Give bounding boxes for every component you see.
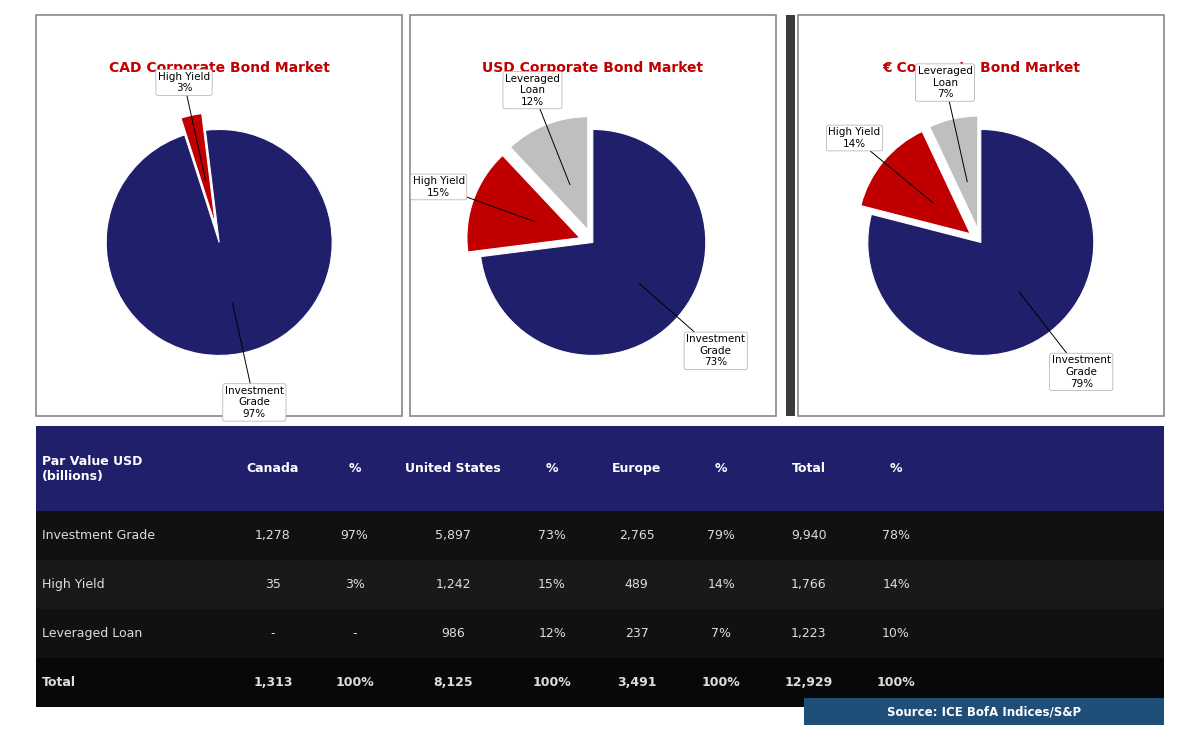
Text: 3,491: 3,491 (617, 676, 656, 689)
Wedge shape (860, 131, 971, 234)
Text: %: % (890, 462, 902, 475)
Text: High Yield
3%: High Yield 3% (158, 71, 210, 182)
Text: %: % (715, 462, 727, 475)
Text: CAD Corporate Bond Market: CAD Corporate Bond Market (109, 61, 330, 75)
Text: 100%: 100% (877, 676, 916, 689)
Text: 8,125: 8,125 (433, 676, 473, 689)
Text: Investment Grade: Investment Grade (42, 529, 155, 542)
Bar (36, 658, 1164, 707)
Text: 79%: 79% (707, 529, 736, 542)
Wedge shape (930, 116, 978, 229)
Text: -: - (271, 627, 275, 640)
Text: Leveraged Loan: Leveraged Loan (42, 627, 142, 640)
Wedge shape (107, 130, 332, 356)
Bar (36, 609, 1164, 658)
Text: 100%: 100% (533, 676, 571, 689)
Text: Source: ICE BofA Indices/S&P: Source: ICE BofA Indices/S&P (887, 705, 1081, 718)
Text: 986: 986 (442, 627, 466, 640)
Text: Canada: Canada (247, 462, 299, 475)
Text: 1,278: 1,278 (256, 529, 290, 542)
Text: Investment
Grade
79%: Investment Grade 79% (1019, 292, 1111, 389)
Text: 9,940: 9,940 (791, 529, 827, 542)
Text: 15%: 15% (538, 578, 566, 590)
Text: € Corporate Bond Market: € Corporate Bond Market (882, 61, 1080, 75)
Text: 73%: 73% (538, 529, 566, 542)
Text: 97%: 97% (341, 529, 368, 542)
Text: Europe: Europe (612, 462, 661, 475)
Text: 100%: 100% (335, 676, 374, 689)
Text: 78%: 78% (882, 529, 910, 542)
Text: USD Corporate Bond Market: USD Corporate Bond Market (482, 61, 703, 75)
Bar (36, 510, 1164, 560)
Text: 5,897: 5,897 (436, 529, 472, 542)
Text: 35: 35 (265, 578, 281, 590)
Text: 1,223: 1,223 (791, 627, 827, 640)
Text: 489: 489 (625, 578, 648, 590)
Text: -: - (353, 627, 356, 640)
Text: 12,929: 12,929 (785, 676, 833, 689)
Text: Total: Total (792, 462, 826, 475)
Text: 14%: 14% (707, 578, 736, 590)
Text: 1,242: 1,242 (436, 578, 472, 590)
Text: 12%: 12% (538, 627, 566, 640)
Text: 1,313: 1,313 (253, 676, 293, 689)
Text: %: % (546, 462, 558, 475)
Bar (36, 560, 1164, 609)
Text: Par Value USD
(billions): Par Value USD (billions) (42, 455, 142, 483)
Text: High Yield
15%: High Yield 15% (413, 176, 534, 222)
Bar (36, 426, 1164, 510)
Text: High Yield
14%: High Yield 14% (828, 128, 932, 203)
Wedge shape (481, 130, 706, 356)
Text: 14%: 14% (882, 578, 910, 590)
Text: 10%: 10% (882, 627, 910, 640)
Wedge shape (181, 114, 216, 226)
Text: 3%: 3% (344, 578, 365, 590)
Text: Leveraged
Loan
7%: Leveraged Loan 7% (918, 66, 972, 182)
Text: 237: 237 (625, 627, 648, 640)
Text: 100%: 100% (702, 676, 740, 689)
Wedge shape (467, 155, 580, 252)
Text: Investment
Grade
97%: Investment Grade 97% (224, 303, 284, 419)
Text: %: % (348, 462, 361, 475)
Text: Total: Total (42, 676, 76, 689)
Wedge shape (868, 130, 1093, 356)
Text: Investment
Grade
73%: Investment Grade 73% (640, 284, 745, 367)
Text: High Yield: High Yield (42, 578, 104, 590)
Text: United States: United States (406, 462, 502, 475)
Text: Leveraged
Loan
12%: Leveraged Loan 12% (505, 74, 570, 184)
Text: 2,765: 2,765 (619, 529, 654, 542)
Wedge shape (510, 117, 588, 230)
Text: 7%: 7% (712, 627, 731, 640)
Text: 1,766: 1,766 (791, 578, 827, 590)
